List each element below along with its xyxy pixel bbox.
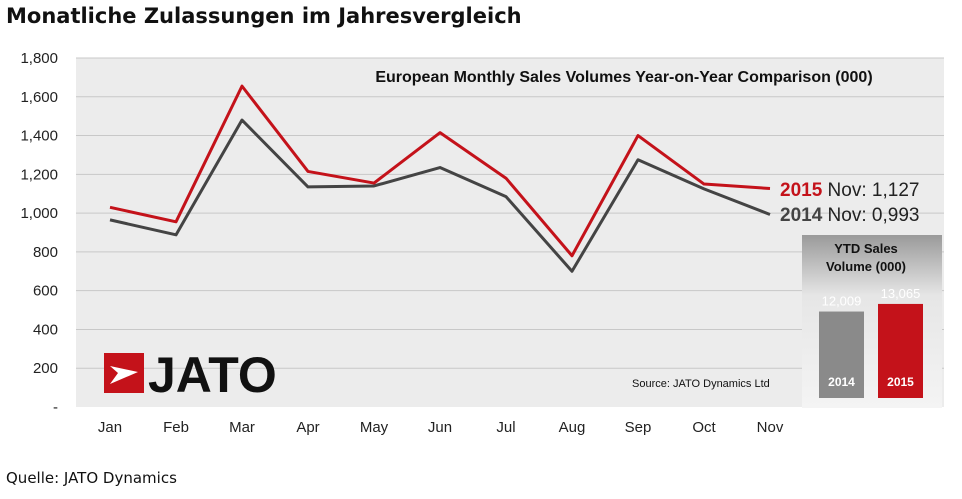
series-line-2014 xyxy=(109,118,771,273)
end-label-2015: 2015 Nov: 1,127 xyxy=(780,180,919,201)
x-tick-label: May xyxy=(360,419,389,436)
x-tick-label: Sep xyxy=(625,419,652,436)
ytd-title-line1: YTD Sales xyxy=(834,241,898,256)
ytd-value-label: 12,009 xyxy=(822,294,862,309)
x-axis-ticks: Jan Feb Mar Apr May Jun Jul Aug Sep Oct Nov xyxy=(98,419,784,436)
x-tick-label: Feb xyxy=(163,419,189,436)
chart-title: European Monthly Sales Volumes Year-on-Y… xyxy=(375,69,872,86)
ytd-title-line2: Volume (000) xyxy=(826,259,906,274)
y-tick-label: 400 xyxy=(33,321,58,338)
logo-arrow-icon xyxy=(110,366,138,384)
x-tick-label: Jan xyxy=(98,419,122,436)
x-tick-label: Oct xyxy=(692,419,716,436)
jato-logo: JATO xyxy=(104,347,277,403)
ytd-year-label: 2014 xyxy=(828,375,855,389)
ytd-bar-2015 xyxy=(878,303,923,398)
chart-source-note: Source: JATO Dynamics Ltd xyxy=(632,378,770,390)
x-tick-label: Mar xyxy=(229,419,255,436)
logo-text: JATO xyxy=(148,347,277,403)
end-label-2015-text: Nov: 1,127 xyxy=(822,180,919,201)
page-title: Monatliche Zulassungen im Jahresvergleic… xyxy=(6,4,522,28)
y-tick-label: 1,000 xyxy=(20,205,58,222)
x-tick-label: Aug xyxy=(559,419,586,436)
y-tick-label: 1,800 xyxy=(20,50,58,67)
y-axis-ticks: - 200 400 600 800 1,000 1,200 1,400 1,600 1,800 xyxy=(20,50,58,416)
x-tick-label: Apr xyxy=(296,419,319,436)
y-tick-label: - xyxy=(53,399,58,416)
y-tick-label: 200 xyxy=(33,360,58,377)
plot-background xyxy=(76,58,944,407)
end-label-2014: 2014 Nov: 0,993 xyxy=(780,205,919,226)
y-tick-label: 600 xyxy=(33,283,58,300)
ytd-bars: 12,009 2014 13,065 2015 xyxy=(819,286,923,398)
y-tick-label: 1,200 xyxy=(20,166,58,183)
x-tick-label: Jun xyxy=(428,419,452,436)
x-tick-label: Jul xyxy=(496,419,515,436)
y-tick-label: 1,600 xyxy=(20,89,58,106)
grid-lines xyxy=(76,57,944,369)
end-label-2014-year: 2014 xyxy=(780,205,823,226)
y-tick-label: 1,400 xyxy=(20,128,58,145)
series-lines xyxy=(109,84,771,273)
y-tick-label: 800 xyxy=(33,244,58,261)
x-tick-label: Nov xyxy=(757,419,784,436)
ytd-bar-2014 xyxy=(819,311,864,398)
end-label-2015-year: 2015 xyxy=(780,180,823,201)
ytd-value-label: 13,065 xyxy=(881,286,921,301)
end-label-2014-text: Nov: 0,993 xyxy=(822,205,919,226)
ytd-year-label: 2015 xyxy=(887,375,914,389)
footer-source: Quelle: JATO Dynamics xyxy=(6,469,177,487)
ytd-inset: YTD Sales Volume (000) 12,009 2014 13,065 2… xyxy=(802,235,942,408)
series-line-2015 xyxy=(109,84,771,258)
